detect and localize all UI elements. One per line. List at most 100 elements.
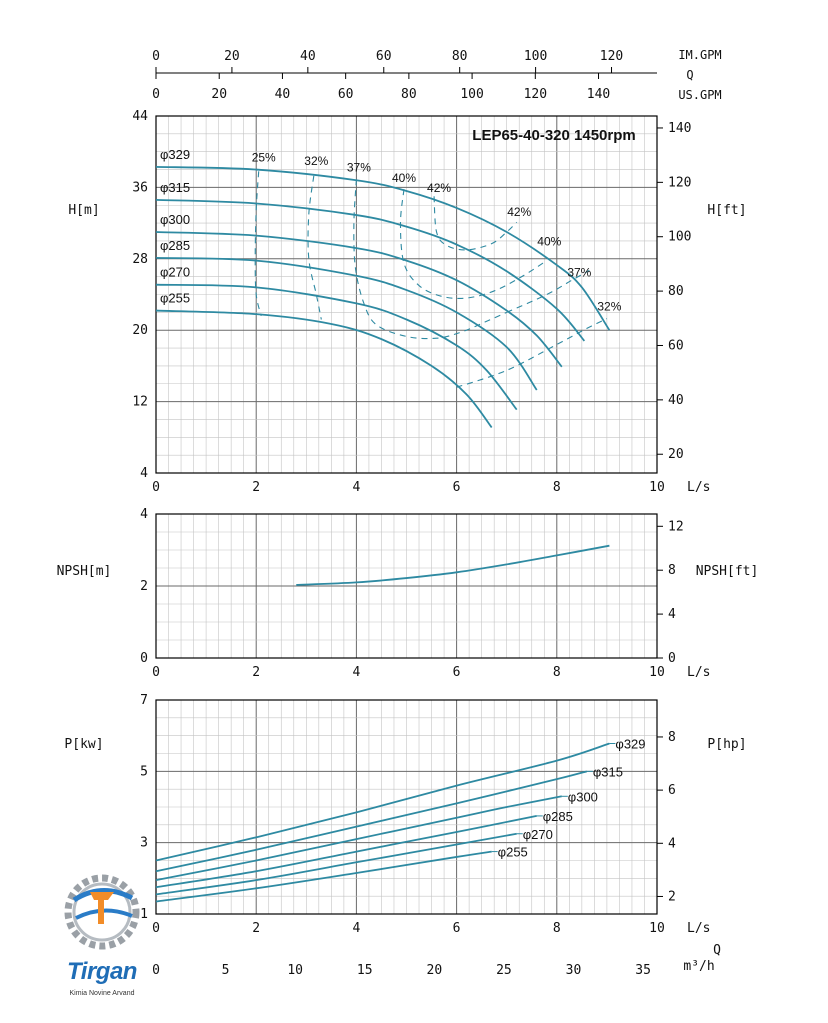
series-line-φ315	[155, 770, 588, 873]
series-label: φ255	[160, 291, 190, 306]
y-axis-label: NPSH[m]	[57, 564, 112, 579]
x-tick-label: 6	[453, 480, 461, 495]
efficiency-curve-37%	[353, 179, 507, 340]
y-tick-label: 7	[140, 693, 148, 708]
series-label: φ300	[160, 212, 190, 227]
series-line-φ329	[155, 742, 610, 862]
efficiency-label: 37%	[347, 160, 371, 174]
im-gpm-tick-label: 60	[376, 49, 392, 64]
y-tick-label: 5	[140, 764, 148, 779]
us-gpm-label: US.GPM	[678, 88, 721, 102]
tirgan-logo	[52, 862, 152, 1002]
logo-subtitle: Kimia Novine Arvand	[69, 990, 135, 997]
x-tick-label: 0	[152, 480, 160, 495]
y-axis-label-right: NPSH[ft]	[696, 564, 759, 579]
y-tick-label: 28	[132, 252, 148, 267]
y-right-tick-label: 12	[668, 519, 684, 534]
q-axis-label: Q	[713, 943, 721, 958]
x-tick-label: 10	[649, 921, 665, 936]
y-tick-label: 44	[132, 109, 148, 124]
im-gpm-label: IM.GPM	[678, 48, 721, 62]
series-label: φ329	[160, 147, 190, 162]
efficiency-curve-32%	[456, 318, 608, 388]
y-right-tick-label: 100	[668, 230, 691, 245]
im-gpm-tick-label: 40	[300, 49, 316, 64]
y-right-tick-label: 6	[668, 783, 676, 798]
x2-tick-label: 5	[222, 963, 230, 978]
efficiency-label: 40%	[392, 171, 416, 185]
y-right-tick-label: 2	[668, 889, 676, 904]
x2-tick-label: 0	[152, 963, 160, 978]
y-tick-label: 1	[140, 907, 148, 922]
y-axis-label: P[kw]	[64, 737, 103, 752]
efficiency-label: 32%	[597, 300, 621, 314]
efficiency-label: 40%	[537, 234, 561, 248]
y-tick-label: 0	[140, 651, 148, 666]
y-right-tick-label: 4	[668, 607, 676, 622]
chart-marks	[155, 165, 616, 903]
x-tick-label: 0	[152, 665, 160, 680]
series-label: φ315	[593, 764, 623, 779]
y-right-tick-label: 20	[668, 447, 684, 462]
top-q-label: Q	[686, 68, 693, 82]
x-tick-label: 10	[649, 480, 665, 495]
series-line-φ285	[155, 815, 537, 889]
efficiency-label: 32%	[304, 154, 328, 168]
efficiency-label: 42%	[427, 181, 451, 195]
efficiency-label: 42%	[507, 205, 531, 219]
us-gpm-tick-label: 120	[524, 87, 547, 102]
us-gpm-tick-label: 40	[275, 87, 291, 102]
y-right-tick-label: 80	[668, 284, 684, 299]
x-tick-label: 4	[352, 921, 360, 936]
efficiency-curve-40%	[399, 189, 548, 300]
y-axis-label-right: H[ft]	[707, 203, 746, 218]
series-label: φ300	[568, 789, 598, 804]
x2-axis-label: m³/h	[683, 959, 714, 974]
y-axis-label: H[m]	[68, 203, 99, 218]
x-tick-label: 0	[152, 921, 160, 936]
x-tick-label: 8	[553, 480, 561, 495]
us-gpm-tick-label: 80	[401, 87, 417, 102]
efficiency-curve-37%	[506, 269, 590, 313]
x-tick-label: 2	[252, 921, 260, 936]
x2-tick-label: 35	[635, 963, 651, 978]
y-tick-label: 4	[140, 466, 148, 481]
x-tick-label: 6	[453, 665, 461, 680]
panel-frame	[155, 115, 658, 474]
x2-tick-label: 20	[427, 963, 443, 978]
x2-tick-label: 10	[287, 963, 303, 978]
im-gpm-tick-label: 80	[452, 49, 468, 64]
series-line-φ285	[155, 257, 538, 391]
x-axis-label: L/s	[687, 480, 710, 495]
series-label: φ329	[615, 737, 645, 752]
series-label: φ285	[160, 238, 190, 253]
chart-labels: φ329 φ315 φ300 φ285 φ270 φ255 25% 32% 37% 40% 42% 4…	[160, 127, 646, 860]
efficiency-curve-25%	[254, 171, 262, 317]
us-gpm-tick-label: 60	[338, 87, 354, 102]
series-line-φ255	[155, 309, 493, 429]
logo-wordmark: Tirgan	[67, 958, 137, 985]
y-axis-label-right: P[hp]	[707, 737, 746, 752]
y-right-tick-label: 0	[668, 651, 676, 666]
axes: 0 2 4 6 8 10 L/s4122028364420406080100120140H[…	[57, 109, 759, 978]
y-tick-label: 36	[132, 180, 148, 195]
x-tick-label: 8	[553, 665, 561, 680]
series-line-φ270	[155, 832, 517, 896]
im-gpm-tick-label: 20	[224, 49, 240, 64]
series-line-φ300	[155, 795, 562, 882]
x-axis-label: L/s	[687, 665, 710, 680]
y-right-tick-label: 4	[668, 836, 676, 851]
im-gpm-tick-label: 120	[600, 49, 623, 64]
series-label: φ255	[498, 845, 528, 860]
x-tick-label: 6	[453, 921, 461, 936]
y-tick-label: 4	[140, 507, 148, 522]
us-gpm-tick-label: 20	[211, 87, 227, 102]
x-axis-label: L/s	[687, 921, 710, 936]
us-gpm-tick-label: 0	[152, 87, 160, 102]
x-tick-label: 2	[252, 665, 260, 680]
x2-tick-label: 30	[566, 963, 582, 978]
y-right-tick-label: 8	[668, 730, 676, 745]
series-line-φ329	[155, 165, 611, 331]
y-right-tick-label: 8	[668, 563, 676, 578]
